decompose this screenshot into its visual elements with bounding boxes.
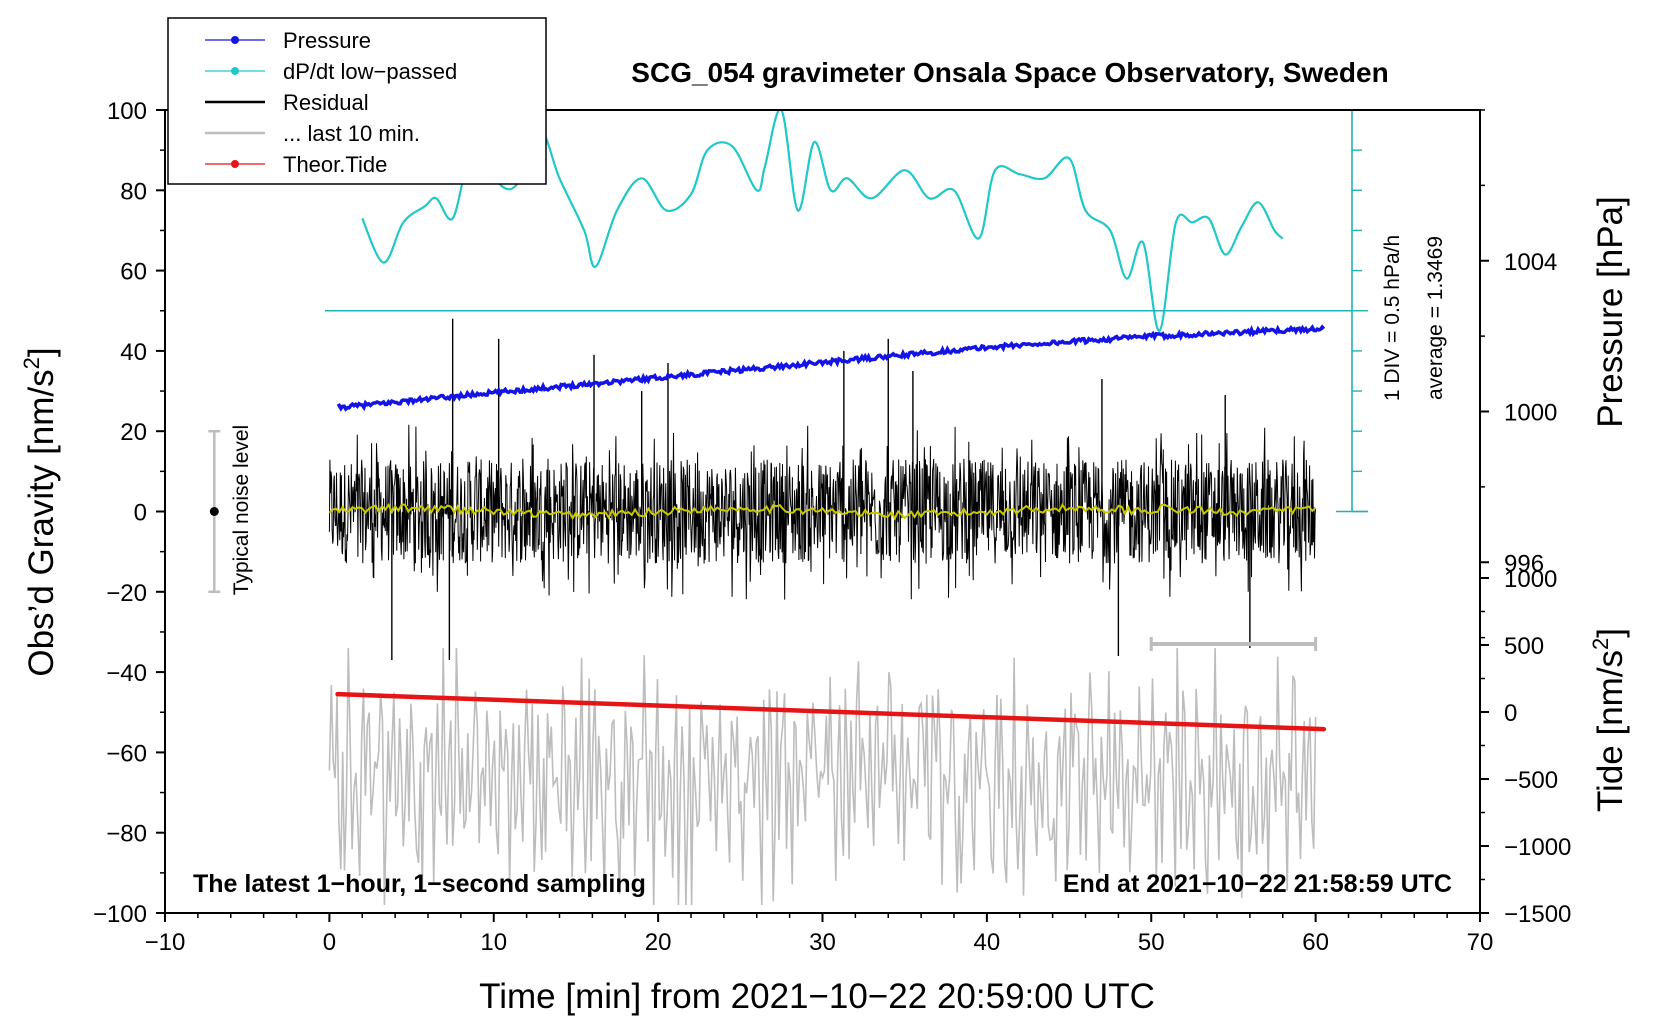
x-tick-label: 30: [809, 929, 836, 956]
end-time-annotation: End at 2021−10−22 21:58:59 UTC: [1063, 870, 1452, 898]
residual-series-group: [328, 318, 1317, 661]
y-tick-label: 100: [107, 98, 147, 125]
x-tick-label: 0: [323, 929, 336, 956]
x-tick-label: 70: [1467, 929, 1494, 956]
tide-tick-label: −1500: [1504, 901, 1571, 928]
y-tick-label: −20: [106, 580, 147, 607]
legend-marker: [231, 36, 239, 44]
x-tick-label: 40: [974, 929, 1001, 956]
y-axis-left: 100 80 60 40 20 0 −20 −40 −60 −80 −100: [93, 98, 165, 928]
last-10-min-series-group: [328, 647, 1317, 906]
y-tick-label: −40: [106, 660, 147, 687]
sampling-annotation: The latest 1−hour, 1−second sampling: [193, 870, 646, 898]
theoretical-tide-group: [335, 691, 1327, 732]
x-tick-label: −10: [145, 929, 186, 956]
residual-smoothed-line: [328, 502, 1317, 521]
legend-label: Theor.Tide: [283, 152, 387, 177]
tide-axis-label: Tide [nm/s2]: [1588, 628, 1630, 812]
dpdt-line: [361, 110, 1284, 332]
x-axis: −10 0 10 20 30 40 50 60 70: [145, 913, 1494, 956]
y-tick-label: −60: [106, 740, 147, 767]
y-tick-label: 0: [134, 500, 147, 527]
dpdt-series-group: [361, 110, 1284, 332]
x-tick-label: 60: [1302, 929, 1329, 956]
y-axis-left-label: Obs’d Gravity [nm/s2]: [19, 347, 61, 676]
pressure-tick-label: 1000: [1504, 400, 1557, 427]
legend-label: Pressure: [283, 28, 371, 53]
legend-label: Residual: [283, 90, 369, 115]
x-axis-label: Time [min] from 2021−10−22 20:59:00 UTC: [479, 977, 1155, 1016]
average-label: average = 1.3469: [1424, 236, 1447, 400]
legend-label: dP/dt low−passed: [283, 59, 457, 84]
legend-marker: [231, 67, 239, 75]
pressure-line: [336, 324, 1326, 412]
y-tick-label: 40: [120, 339, 147, 366]
last-10-min-bar: [1149, 636, 1318, 651]
div-label: 1 DIV = 0.5 hPa/h: [1381, 235, 1404, 401]
x-tick-label: 20: [645, 929, 672, 956]
tide-tick-label: 500: [1504, 633, 1544, 660]
pressure-axis-label: Pressure [hPa]: [1591, 196, 1630, 428]
y-tick-label: 80: [120, 178, 147, 205]
pressure-tick-label: 996: [1504, 550, 1544, 577]
tide-tick-label: −500: [1504, 767, 1558, 794]
tide-line: [335, 691, 1327, 732]
y-tick-label: −100: [93, 901, 147, 928]
chart-title: SCG_054 gravimeter Onsala Space Observat…: [631, 57, 1388, 88]
y-tick-label: 60: [120, 259, 147, 286]
noise-level-label: Typical noise level: [230, 425, 253, 595]
x-tick-label: 50: [1138, 929, 1165, 956]
noise-center-dot: [209, 507, 219, 516]
legend-label: ... last 10 min.: [283, 121, 420, 146]
pressure-series-group: [336, 324, 1326, 412]
dpdt-scale-group: [325, 109, 1368, 513]
tide-tick-label: 1000: [1504, 566, 1557, 593]
residual-smoothed-group: [328, 502, 1317, 521]
pressure-tick-label: 1004: [1504, 249, 1557, 276]
tide-tick-label: 0: [1504, 700, 1517, 727]
x-tick-label: 10: [480, 929, 507, 956]
tide-tick-label: −1000: [1504, 834, 1571, 861]
tide-axis: 1000 500 0 −500 −1000 −1500: [1480, 566, 1571, 928]
last-10-min-line: [328, 647, 1317, 906]
y-tick-label: −80: [106, 821, 147, 848]
legend-marker: [231, 160, 239, 168]
legend: Pressure dP/dt low−passed Residual ... last…: [167, 17, 547, 185]
y-tick-label: 20: [120, 419, 147, 446]
noise-level-indicator: [208, 429, 221, 594]
residual-line: [328, 424, 1317, 600]
